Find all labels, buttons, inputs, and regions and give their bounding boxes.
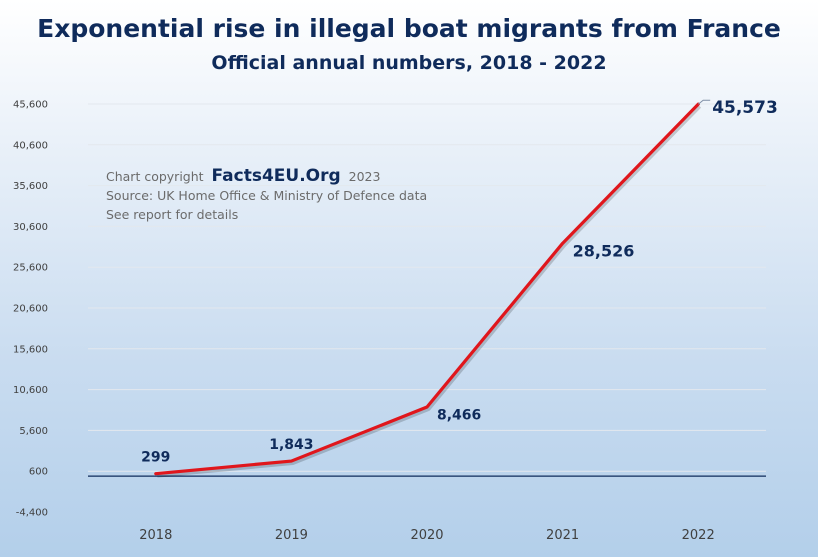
details-text: See report for details <box>106 207 238 222</box>
annotation-block: Chart copyright Facts4EU.Org 2023 Source… <box>106 166 427 222</box>
copyright-year: 2023 <box>349 169 381 184</box>
chart-subtitle: Official annual numbers, 2018 - 2022 <box>211 52 606 74</box>
svg-text:Chart copyright Facts4EU: Chart copyright Facts4EU.Org 2023 <box>106 166 380 186</box>
x-tick-label: 2019 <box>275 528 308 543</box>
x-tick-label: 2022 <box>682 528 715 543</box>
y-tick-label: 35,600 <box>13 181 48 192</box>
data-label: 28,526 <box>573 242 635 261</box>
series-line-shadow <box>157 104 702 478</box>
y-tick-label: 600 <box>29 467 48 478</box>
y-tick-label: 20,600 <box>13 304 48 315</box>
y-tick-label: 5,600 <box>19 426 48 437</box>
source-text: Source: UK Home Office & Ministry of Def… <box>106 188 427 203</box>
y-tick-label: 25,600 <box>13 263 48 274</box>
copyright-text: Chart copyright <box>106 169 204 184</box>
data-label: 1,843 <box>269 437 313 453</box>
y-tick-label: 15,600 <box>13 344 48 355</box>
series-line-path <box>154 102 700 476</box>
y-tick-label: 30,600 <box>13 222 48 233</box>
x-tick-label: 2020 <box>410 528 443 543</box>
x-tick-label: 2021 <box>546 528 579 543</box>
x-tick-label: 2018 <box>139 528 172 543</box>
x-axis-ticks: 2018 2019 2020 2021 2022 <box>139 528 714 543</box>
data-label: 45,573 <box>712 98 778 118</box>
y-tick-label: 40,600 <box>13 140 48 151</box>
y-tick-label: 10,600 <box>13 385 48 396</box>
gridlines <box>88 103 766 472</box>
data-label-leader <box>697 99 711 105</box>
data-labels: 299 1,843 8,466 28,526 45,573 <box>141 98 778 466</box>
data-label: 299 <box>141 450 170 466</box>
series-line <box>154 102 702 478</box>
brand-text: Facts4EU.Org <box>212 166 341 186</box>
data-label: 8,466 <box>437 407 481 423</box>
y-axis-ticks: -4,400 600 5,600 10,600 15,600 20,600 25,600 30… <box>13 100 48 519</box>
y-tick-label: -4,400 <box>16 508 48 519</box>
y-tick-label: 45,600 <box>13 100 48 111</box>
chart-title: Exponential rise in illegal boat migrant… <box>37 14 781 43</box>
